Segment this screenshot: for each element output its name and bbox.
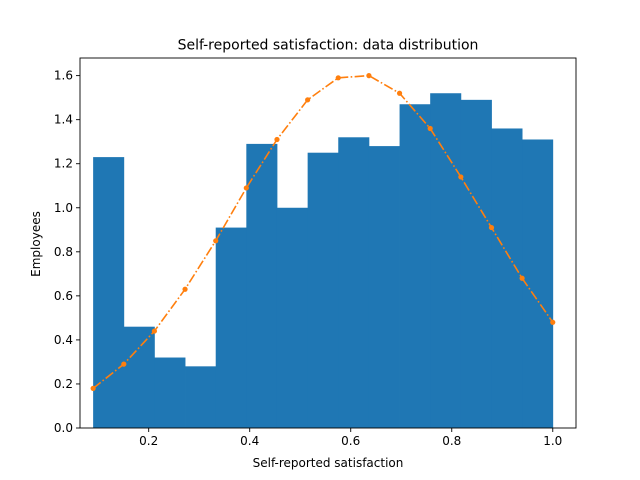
- curve-point: [458, 174, 464, 180]
- y-axis-label: Employees: [29, 211, 43, 277]
- curve-point: [519, 275, 525, 281]
- y-tick-label: 0.0: [54, 421, 73, 435]
- histogram-bar: [123, 326, 155, 428]
- histogram-bars: [93, 93, 554, 429]
- x-tick-label: 0.4: [240, 434, 259, 448]
- y-tick-label: 0.4: [54, 333, 73, 347]
- curve-point: [396, 90, 403, 96]
- curve-point: [488, 224, 495, 231]
- y-tick-label: 1.0: [54, 201, 73, 215]
- histogram-bar: [338, 137, 370, 429]
- curve-point: [335, 75, 341, 81]
- histogram-bar: [246, 143, 278, 428]
- x-tick-label: 0.8: [442, 434, 461, 448]
- curve-point: [243, 185, 249, 191]
- histogram-bar: [154, 357, 186, 428]
- curve-point: [274, 136, 280, 143]
- x-tick-label: 0.6: [341, 434, 360, 448]
- histogram-bar: [215, 227, 247, 428]
- axes: 0.2 0.4 0.6 0.8 1.0 0.0 0.2 0.4 0.6 0.8 1.0 1.2 1.4 1…: [54, 57, 577, 448]
- curve-point: [121, 361, 127, 367]
- histogram-bar: [522, 139, 554, 428]
- chart-title: Self-reported satisfaction: data distrib…: [178, 38, 479, 54]
- histogram-bar: [307, 152, 339, 428]
- histogram-bar: [368, 146, 400, 428]
- y-tick-label: 1.4: [54, 113, 73, 127]
- histogram-bar: [185, 366, 217, 428]
- y-tick-label: 0.6: [54, 289, 73, 303]
- histogram-bar: [460, 99, 492, 428]
- curve-point: [550, 319, 556, 325]
- x-tick-label: 1.0: [543, 434, 562, 448]
- curve-line: [92, 74, 554, 389]
- x-axis-label: Self-reported satisfaction: [253, 456, 404, 470]
- histogram-bar: [430, 93, 462, 428]
- curve-point: [427, 125, 433, 132]
- curve-point: [366, 73, 372, 79]
- histogram-bar: [491, 128, 523, 428]
- curve-point: [305, 97, 311, 103]
- histogram-bar: [399, 104, 431, 428]
- y-tick-label: 1.2: [54, 157, 73, 171]
- x-tick-label: 0.2: [139, 434, 158, 448]
- curve-point: [151, 328, 157, 334]
- y-tick-label: 1.6: [54, 69, 73, 83]
- plot-frame: [79, 57, 577, 429]
- y-tick-label: 0.2: [54, 377, 73, 391]
- y-tick-label: 0.8: [54, 245, 73, 259]
- curve-point: [182, 286, 188, 292]
- curve-point: [213, 238, 219, 244]
- histogram-bar: [276, 207, 309, 428]
- density-curve: [90, 73, 556, 391]
- curve-point: [90, 385, 96, 391]
- histogram-bar: [93, 157, 125, 428]
